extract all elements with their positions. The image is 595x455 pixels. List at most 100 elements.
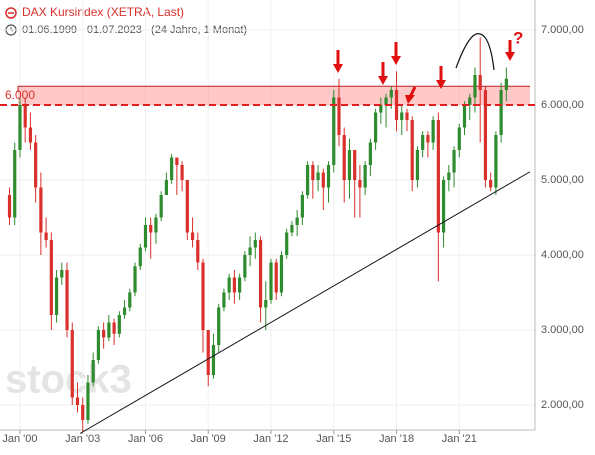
candle-body (431, 120, 435, 143)
candle-body (28, 127, 33, 143)
candle-body (185, 180, 189, 233)
top-arc (455, 33, 495, 71)
candle-body (117, 315, 121, 334)
candle-body (91, 360, 95, 383)
candle-body (23, 105, 27, 128)
candle-body (264, 300, 268, 308)
candle-body (452, 150, 456, 173)
arrow-head (436, 80, 446, 89)
candle-body (332, 97, 336, 165)
candle-body (347, 150, 352, 180)
candle-body (253, 240, 257, 248)
candle-body (494, 135, 498, 188)
candle-body (389, 90, 393, 98)
x-tick-label: Jan '00 (2, 433, 37, 445)
candle-body (478, 75, 482, 90)
candle-body (39, 187, 43, 233)
candle-body (353, 150, 357, 180)
candle-body (374, 112, 378, 143)
candle-body (122, 307, 127, 315)
candle-body (175, 157, 179, 165)
trend-line (79, 171, 531, 434)
x-tick-label: Jan '06 (128, 433, 163, 445)
x-tick-label: Jan '09 (191, 433, 226, 445)
candle-body (133, 266, 137, 293)
candle-body (337, 97, 341, 135)
candle-body (75, 397, 80, 405)
candle-body (405, 112, 409, 120)
annotation: ? (513, 28, 523, 47)
candle-body (483, 90, 488, 180)
candle-body (201, 262, 205, 330)
candle-body (211, 345, 216, 375)
candle-body (44, 232, 48, 240)
candle-body (384, 97, 388, 105)
candle-body (368, 142, 372, 165)
candle-body (196, 240, 200, 263)
candle-body (159, 195, 163, 218)
y-tick-label: 7.000,00 (541, 24, 584, 36)
candle-body (363, 165, 367, 188)
title-icon (5, 7, 17, 19)
candle-body (321, 172, 325, 188)
x-tick-label: Jan '21 (442, 433, 477, 445)
candle-body (499, 90, 503, 135)
candle-body (473, 75, 477, 98)
candle-body (295, 217, 299, 225)
x-tick-label: Jan '15 (316, 433, 351, 445)
chart-title: DAX Kursindex (XETRA, Last) (22, 5, 184, 19)
arrow-head (505, 52, 515, 61)
candle-body (504, 78, 508, 90)
candle-body (227, 277, 231, 293)
candle-body (96, 330, 101, 360)
candle-body (269, 262, 273, 300)
candle-body (447, 172, 451, 180)
candle-body (248, 247, 252, 255)
candle-body (462, 105, 467, 128)
arrow-head (391, 56, 401, 65)
candle-body (342, 135, 346, 180)
candle-body (70, 330, 74, 398)
candle-body (128, 292, 132, 308)
candle-body (468, 97, 472, 105)
candle-body (180, 165, 184, 180)
candle-body (217, 307, 221, 345)
arrow-head (333, 64, 343, 73)
candle-body (138, 247, 142, 267)
candle-body (400, 112, 404, 120)
candle-body (149, 225, 153, 233)
candle-body (60, 270, 64, 278)
candle-body (274, 262, 278, 293)
candle-body (410, 120, 414, 180)
candle-body (34, 142, 38, 188)
candle-body (65, 270, 69, 330)
candle-body (238, 277, 242, 293)
candle-body (164, 180, 168, 195)
candle-body (154, 217, 158, 233)
candle-body (18, 105, 22, 150)
candle-body (279, 255, 284, 293)
candle-body (54, 277, 59, 315)
candle-body (421, 135, 425, 150)
candle-body (489, 180, 493, 188)
arrow-head (405, 95, 415, 104)
x-tick-label: Jan '03 (65, 433, 100, 445)
candle-body (86, 382, 90, 420)
watermark: stock3 (5, 358, 132, 402)
candle-body (436, 120, 440, 233)
candle-body (112, 322, 116, 334)
candle-body (379, 105, 383, 113)
candle-body (300, 195, 304, 218)
x-tick-label: Jan '18 (379, 433, 414, 445)
y-tick-label: 2.000,00 (541, 399, 584, 411)
candle-body (81, 405, 85, 420)
candle-body (13, 150, 17, 218)
candle-body (316, 172, 320, 180)
candle-body (107, 322, 111, 338)
candle-body (232, 277, 236, 293)
candle-body (102, 330, 106, 338)
candle-body (441, 180, 446, 233)
candle-body (222, 292, 226, 308)
